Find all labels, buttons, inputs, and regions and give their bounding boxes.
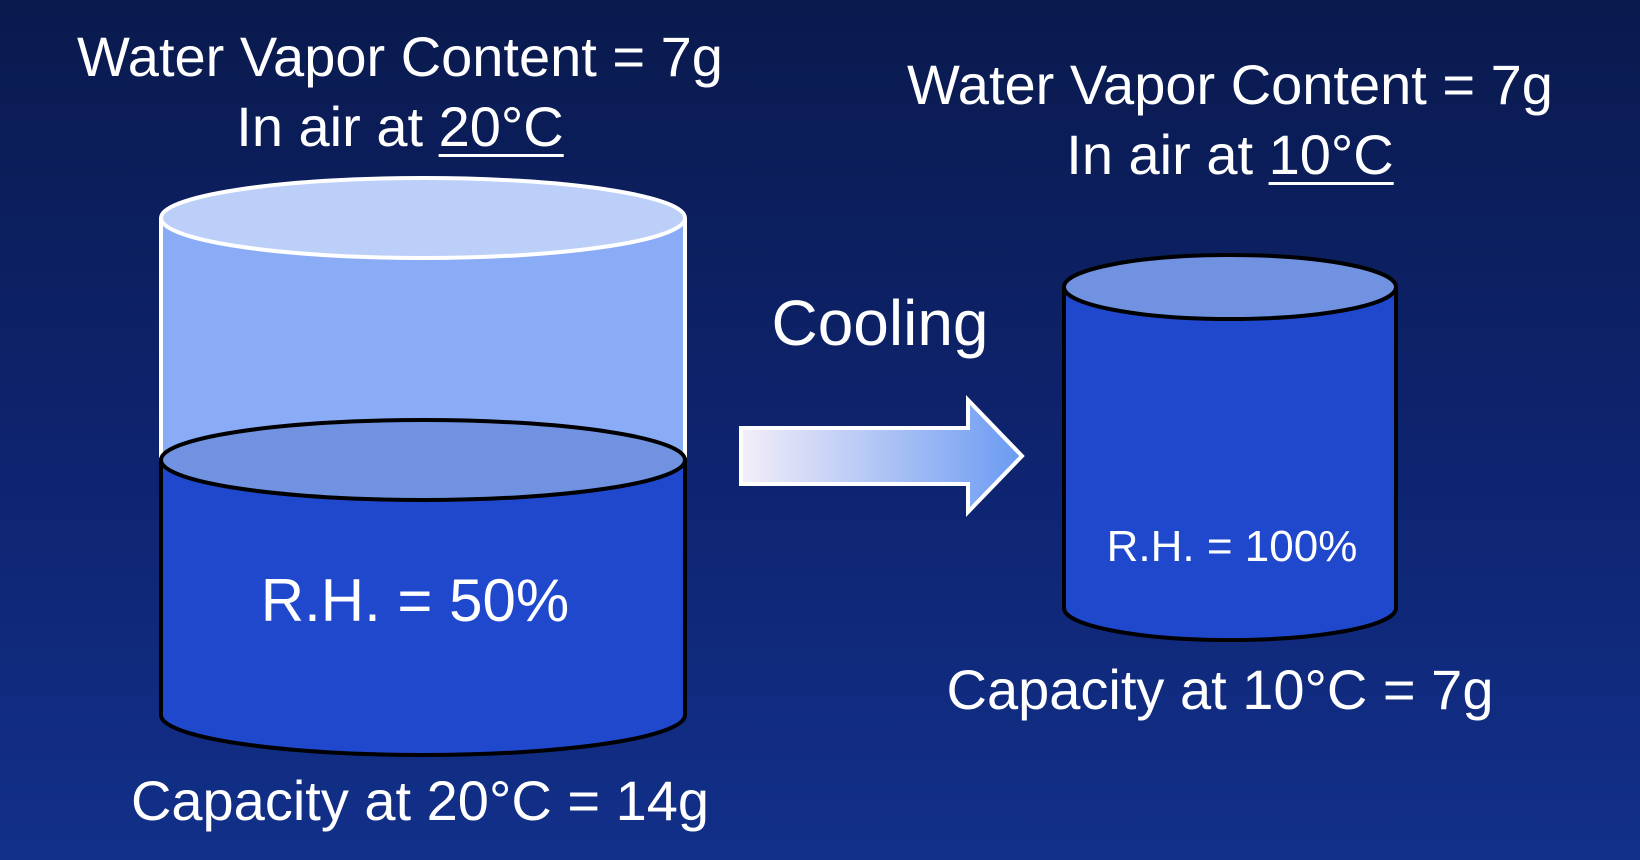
cooling-arrow [739, 395, 1025, 517]
right-temperature-prefix: In air at [1066, 123, 1269, 186]
left-vapor-content-label: Water Vapor Content = 7g [77, 25, 723, 88]
right-cylinder [1062, 253, 1398, 642]
right-vapor-content-label: Water Vapor Content = 7g [907, 53, 1553, 116]
left-relative-humidity-label: R.H. = 50% [260, 567, 570, 634]
right-temperature-value: 10°C [1268, 123, 1394, 186]
left-cylinder-water-surface [159, 418, 687, 502]
left-cylinder-water-body [159, 458, 687, 757]
left-temperature-value: 20°C [438, 95, 564, 158]
left-capacity-label: Capacity at 20°C = 14g [130, 769, 710, 832]
left-cylinder [159, 176, 687, 757]
left-temperature-line: In air at 20°C [30, 92, 770, 162]
cooling-label: Cooling [771, 287, 989, 359]
left-cylinder-top-rim [159, 176, 687, 260]
right-cylinder-water-body [1062, 285, 1398, 642]
left-heading: Water Vapor Content = 7g In air at 20°C [30, 22, 770, 162]
left-temperature-prefix: In air at [236, 95, 439, 158]
right-capacity-label: Capacity at 10°C = 7g [946, 658, 1494, 721]
left-cylinder-water [159, 418, 687, 757]
right-heading: Water Vapor Content = 7g In air at 10°C [860, 50, 1600, 190]
right-temperature-line: In air at 10°C [860, 120, 1600, 190]
right-cylinder-water-surface [1062, 253, 1398, 321]
right-relative-humidity-label: R.H. = 100% [1106, 522, 1358, 571]
